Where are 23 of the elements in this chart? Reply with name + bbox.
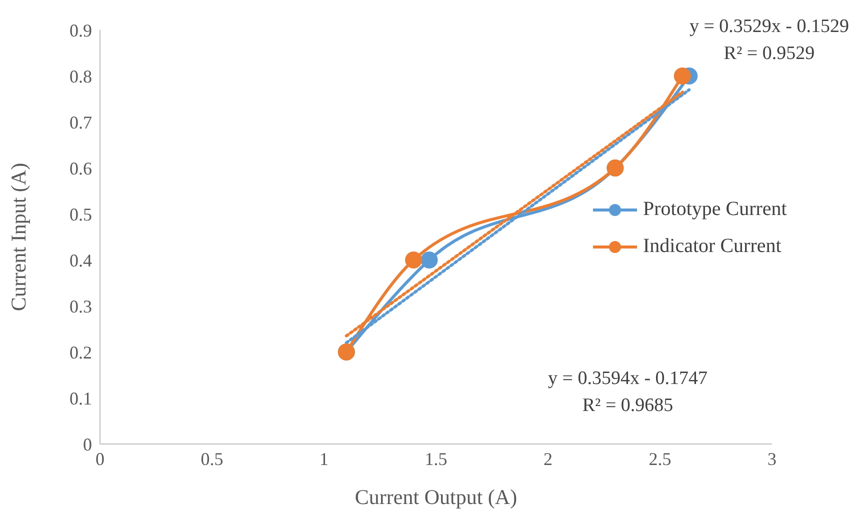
x-axis-title: Current Output (A): [354, 485, 518, 509]
y-tick-label: 0.5: [70, 204, 92, 224]
y-tick-label: 0.6: [70, 158, 92, 178]
legend-label: Prototype Current: [643, 198, 787, 221]
x-tick-label: 0: [96, 448, 104, 469]
annotation: y = 0.3529x - 0.1529 R² = 0.9529: [689, 15, 849, 66]
y-tick-label: 0: [83, 434, 92, 454]
x-tick-label: 1.5: [424, 448, 448, 469]
y-tick-label: 0.7: [70, 112, 92, 132]
y-axis-title: Current Input (A): [6, 162, 30, 312]
y-tick-label: 0.3: [70, 296, 92, 316]
y-tick-label: 0.9: [70, 20, 92, 40]
x-tick-label: 2: [544, 448, 552, 469]
y-tick-label: 0.1: [70, 388, 92, 408]
legend-label: Indicator Current: [643, 235, 782, 258]
x-tick-label: 1: [320, 448, 328, 469]
y-tick-label: 0.2: [70, 342, 92, 362]
y-tick-label: 0.8: [70, 66, 92, 86]
annotation: y = 0.3594x - 0.1747 R² = 0.9685: [548, 367, 708, 418]
x-tick-label: 3: [768, 448, 776, 469]
x-tick-label: 0.5: [200, 448, 224, 469]
y-tick-label: 0.4: [70, 250, 92, 270]
x-tick-label: 2.5: [648, 448, 672, 469]
